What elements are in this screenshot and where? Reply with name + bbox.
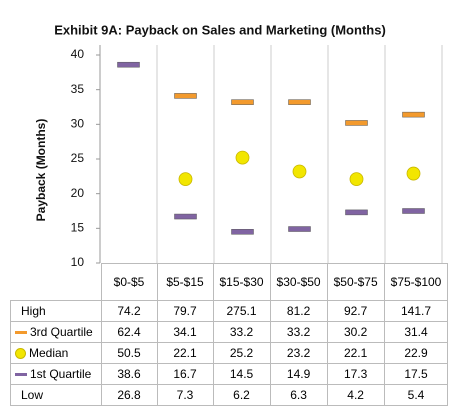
value-cell: 25.2 <box>212 342 271 364</box>
median-marker <box>406 166 421 181</box>
table-row: Median 50.5 22.1 25.2 23.2 22.1 22.9 <box>10 342 449 364</box>
dash-marker <box>117 61 140 68</box>
value-cell: 17.5 <box>383 363 449 385</box>
value-cell: 50.5 <box>100 342 158 364</box>
dash-marker <box>174 213 197 220</box>
value-cell: 22.1 <box>326 342 385 364</box>
table-row: Low 26.8 7.3 6.2 6.3 4.2 5.4 <box>10 384 449 406</box>
value-cell: 7.3 <box>156 384 214 406</box>
y-tick-label: 25 <box>71 151 85 165</box>
data-table: $0-$5 $5-$15 $15-$30 $30-$50 $50-$75 $75-$100… <box>10 263 449 406</box>
row-name-cell: 3rd Quartile <box>10 321 102 343</box>
value-cell: 81.2 <box>269 300 328 322</box>
row-name-cell: 1st Quartile <box>10 363 102 385</box>
value-cell: 141.7 <box>383 300 449 322</box>
row-name-cell: Median <box>10 342 102 364</box>
value-cell: 6.3 <box>269 384 328 406</box>
dash-marker <box>402 111 425 118</box>
legend-marker <box>15 348 26 360</box>
value-cell: 31.4 <box>383 321 449 343</box>
median-marker <box>178 172 193 187</box>
dash-marker <box>345 209 368 216</box>
y-tick-label: 30 <box>71 117 85 131</box>
value-cell: 22.1 <box>156 342 214 364</box>
y-tick-label: 15 <box>71 221 85 235</box>
header-row: $0-$5 $5-$15 $15-$30 $30-$50 $50-$75 $75-$100 <box>10 263 449 301</box>
value-cell: 23.2 <box>269 342 328 364</box>
table-row: 3rd Quartile 62.4 34.1 33.2 33.2 30.2 31.4 <box>10 321 449 343</box>
value-cell: 30.2 <box>326 321 385 343</box>
y-axis-label: Payback (Months) <box>34 119 48 222</box>
legend-marker <box>15 373 27 377</box>
value-cell: 16.7 <box>156 363 214 385</box>
category-label: $5-$15 <box>156 263 214 301</box>
median-marker <box>235 150 250 165</box>
value-cell: 74.2 <box>100 300 158 322</box>
value-cell: 79.7 <box>156 300 214 322</box>
table-row: 1st Quartile 38.6 16.7 14.5 14.9 17.3 17.5 <box>10 363 449 385</box>
category-label: $75-$100 <box>383 263 449 301</box>
value-cell: 22.9 <box>383 342 449 364</box>
row-name: 1st Quartile <box>30 367 92 381</box>
category-label: $50-$75 <box>326 263 385 301</box>
y-tick-label: 40 <box>71 47 85 61</box>
category-label: $15-$30 <box>212 263 271 301</box>
row-name: Low <box>21 388 44 402</box>
value-cell: 26.8 <box>100 384 158 406</box>
category-label: $0-$5 <box>100 263 158 301</box>
row-name-cell: High <box>10 300 102 322</box>
dash-marker <box>402 208 425 214</box>
dash-marker <box>345 120 368 126</box>
legend-marker <box>15 331 27 335</box>
value-cell: 275.1 <box>212 300 271 322</box>
median-marker <box>292 164 307 179</box>
value-cell: 14.5 <box>212 363 271 385</box>
dash-marker <box>288 99 311 105</box>
y-tick-label: 20 <box>71 186 85 200</box>
value-cell: 34.1 <box>156 321 214 343</box>
value-cell: 4.2 <box>326 384 385 406</box>
value-cell: 17.3 <box>326 363 385 385</box>
dash-marker <box>231 99 254 105</box>
y-tick-label: 35 <box>71 82 85 96</box>
row-name-cell: Low <box>10 384 102 406</box>
value-cell: 6.2 <box>212 384 271 406</box>
value-cell: 33.2 <box>269 321 328 343</box>
value-cell: 5.4 <box>383 384 449 406</box>
row-name: High <box>21 304 46 318</box>
corner-cell <box>10 263 102 301</box>
dash-marker <box>231 229 254 235</box>
value-cell: 92.7 <box>326 300 385 322</box>
value-cell: 14.9 <box>269 363 328 385</box>
value-cell: 33.2 <box>212 321 271 343</box>
chart-title: Exhibit 9A: Payback on Sales and Marketi… <box>54 22 386 37</box>
value-cell: 38.6 <box>100 363 158 385</box>
row-name: Median <box>29 346 69 360</box>
row-name: 3rd Quartile <box>30 325 93 339</box>
value-cell: 62.4 <box>100 321 158 343</box>
table-row: High 74.2 79.7 275.1 81.2 92.7 141.7 <box>10 300 449 322</box>
median-marker <box>349 172 364 187</box>
dash-marker <box>174 93 197 99</box>
category-label: $30-$50 <box>269 263 328 301</box>
dash-marker <box>288 226 311 232</box>
